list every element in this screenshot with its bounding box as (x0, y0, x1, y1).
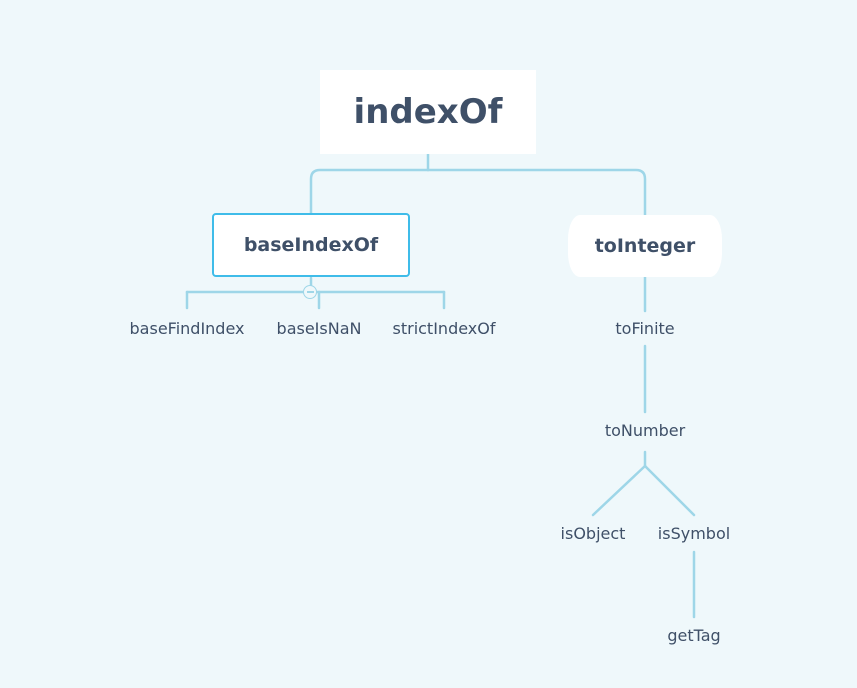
subtopic-baseindexof-label: baseIndexOf (243, 234, 379, 256)
leaf-baseisnan-label: baseIsNaN (276, 318, 362, 338)
leaf-tofinite-label: toFinite (615, 318, 675, 338)
subtopic-tointeger[interactable]: toInteger (568, 215, 722, 277)
connector-tonumber-issymbol (643, 464, 696, 517)
connector-root-right (426, 168, 647, 217)
leaf-isobject[interactable]: isObject (548, 521, 638, 545)
connector-root-left (309, 168, 430, 215)
root-node-label: indexOf (353, 92, 503, 132)
leaf-baseisnan[interactable]: baseIsNaN (264, 316, 374, 340)
leaf-strictindexof[interactable]: strictIndexOf (378, 316, 510, 340)
leaf-basefindindex[interactable]: baseFindIndex (117, 316, 257, 340)
leaf-issymbol-label: isSymbol (657, 523, 731, 543)
root-node[interactable]: indexOf (320, 70, 536, 154)
leaf-strictindexof-label: strictIndexOf (392, 318, 496, 338)
collapse-toggle-icon[interactable] (303, 285, 317, 299)
leaf-gettag[interactable]: getTag (654, 623, 734, 647)
leaf-tonumber[interactable]: toNumber (585, 418, 705, 442)
leaf-tonumber-label: toNumber (604, 420, 686, 440)
subtopic-tointeger-label: toInteger (594, 235, 696, 257)
connector-tonumber-isobject (591, 464, 647, 517)
leaf-issymbol[interactable]: isSymbol (645, 521, 743, 545)
leaf-tofinite[interactable]: toFinite (595, 316, 695, 340)
leaf-gettag-label: getTag (667, 625, 721, 645)
leaf-basefindindex-label: baseFindIndex (129, 318, 245, 338)
subtopic-baseindexof[interactable]: baseIndexOf (212, 213, 410, 277)
leaf-isobject-label: isObject (560, 523, 626, 543)
